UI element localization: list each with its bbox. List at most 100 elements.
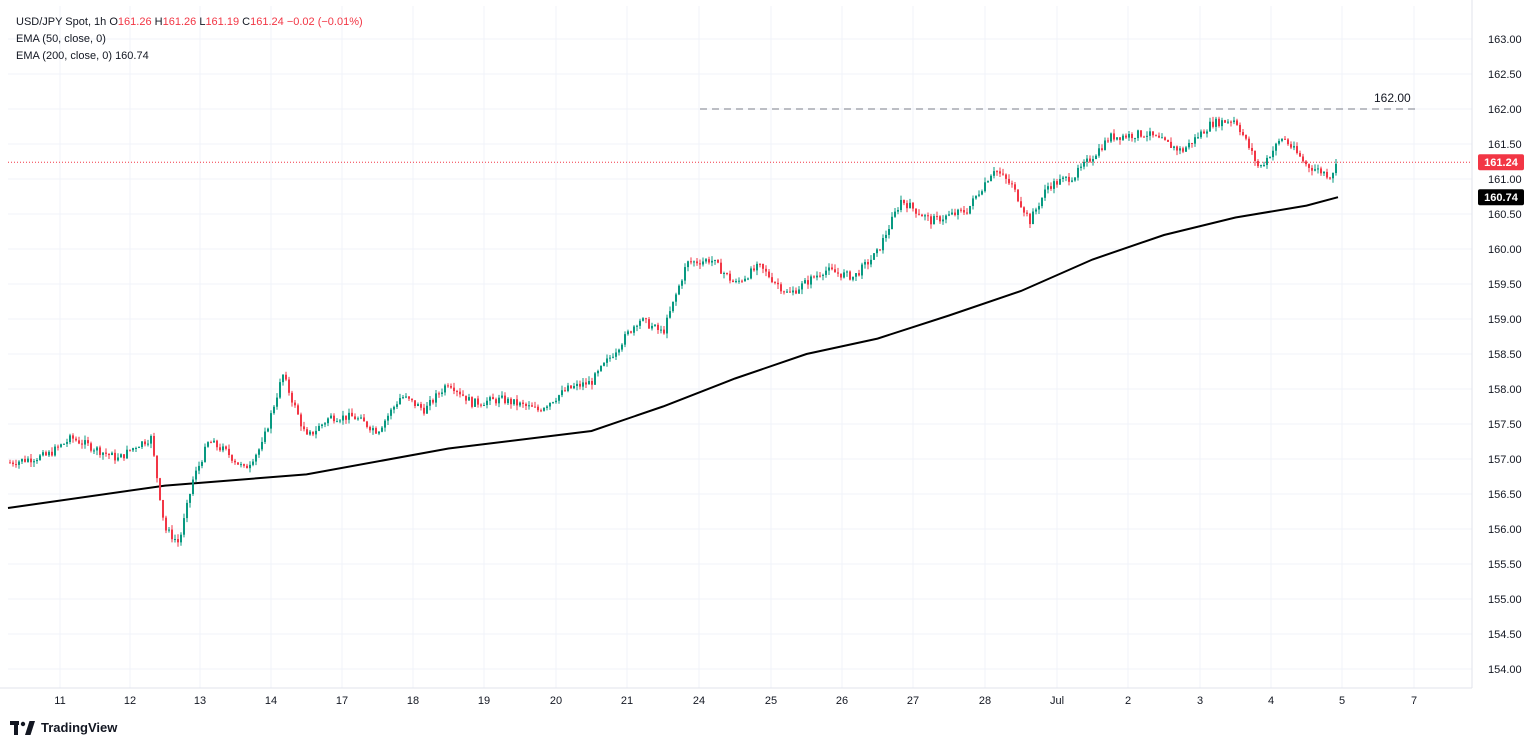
candle-body bbox=[1266, 157, 1268, 165]
last-price-value: 161.24 bbox=[1484, 157, 1519, 169]
candle-body bbox=[543, 407, 545, 411]
candle-body bbox=[315, 430, 317, 435]
candle-body bbox=[708, 259, 710, 263]
price-tick-label: 157.00 bbox=[1488, 454, 1522, 466]
candle-body bbox=[435, 393, 437, 403]
candle-body bbox=[462, 394, 464, 396]
tradingview-brand[interactable]: TradingView bbox=[10, 720, 117, 735]
candle-body bbox=[1092, 158, 1094, 162]
candle-body bbox=[165, 517, 167, 531]
candle-body bbox=[873, 253, 875, 260]
time-tick-label: 21 bbox=[621, 695, 633, 707]
candle-body bbox=[825, 270, 827, 275]
candle-body bbox=[69, 435, 71, 443]
candle-body bbox=[21, 458, 23, 462]
candle-body bbox=[336, 421, 338, 423]
candle-body bbox=[45, 452, 47, 456]
candle-body bbox=[1089, 158, 1091, 162]
candle-body bbox=[249, 464, 251, 469]
candle-body bbox=[117, 457, 119, 461]
candle-body bbox=[651, 325, 653, 329]
candle-body bbox=[1140, 130, 1142, 137]
last-price-badge bbox=[1478, 154, 1524, 171]
candle-body bbox=[1200, 131, 1202, 138]
candle-body bbox=[9, 462, 11, 464]
candle-body bbox=[405, 396, 407, 398]
candle-body bbox=[723, 273, 725, 275]
candle-body bbox=[1314, 169, 1316, 171]
candle-body bbox=[471, 397, 473, 407]
candle-body bbox=[672, 301, 674, 312]
candle-body bbox=[477, 398, 479, 405]
candle-body bbox=[1101, 148, 1103, 150]
candle-body bbox=[948, 214, 950, 216]
legend-ema200: EMA (200, close, 0) bbox=[16, 50, 112, 62]
candle-body bbox=[945, 215, 947, 220]
candle-body bbox=[240, 464, 242, 466]
candle-body bbox=[657, 324, 659, 331]
candle-body bbox=[546, 406, 548, 408]
candle-body bbox=[426, 405, 428, 414]
candle-body bbox=[1263, 164, 1265, 166]
candle-body bbox=[1083, 161, 1085, 167]
candle-body bbox=[219, 447, 221, 451]
candle-body bbox=[552, 402, 554, 404]
candle-body bbox=[369, 426, 371, 431]
price-tick-label: 159.50 bbox=[1488, 279, 1522, 291]
candle-body bbox=[1332, 172, 1334, 179]
candle-body bbox=[864, 262, 866, 265]
candle-body bbox=[270, 413, 272, 429]
candle-body bbox=[978, 194, 980, 196]
candle-body bbox=[699, 263, 701, 265]
candle-body bbox=[129, 449, 131, 451]
candle-body bbox=[18, 461, 20, 465]
candle-body bbox=[1116, 137, 1118, 140]
candle-body bbox=[681, 280, 683, 286]
price-tick-label: 160.00 bbox=[1488, 244, 1522, 256]
candle-body bbox=[765, 268, 767, 272]
candle-body bbox=[705, 259, 707, 262]
candle-body bbox=[333, 415, 335, 422]
candle-body bbox=[1104, 140, 1106, 150]
candle-body bbox=[768, 271, 770, 278]
candle-body bbox=[498, 397, 500, 404]
candle-body bbox=[663, 329, 665, 334]
candle-body bbox=[1248, 138, 1250, 148]
price-tick-label: 162.00 bbox=[1488, 104, 1522, 116]
candle-body bbox=[396, 404, 398, 407]
legend-ema50-row: EMA (50, close, 0) bbox=[16, 31, 363, 48]
candle-body bbox=[645, 318, 647, 320]
candle-body bbox=[762, 263, 764, 269]
candle-body bbox=[810, 276, 812, 285]
candle-body bbox=[144, 441, 146, 445]
candle-body bbox=[624, 334, 626, 345]
candle-body bbox=[1329, 177, 1331, 179]
candles-layer bbox=[9, 116, 1337, 547]
candle-body bbox=[537, 406, 539, 411]
candle-body bbox=[468, 397, 470, 401]
candle-body bbox=[756, 263, 758, 271]
candle-body bbox=[204, 446, 206, 462]
candle-body bbox=[75, 438, 77, 441]
candle-body bbox=[1047, 186, 1049, 190]
candle-body bbox=[1122, 135, 1124, 140]
candle-body bbox=[780, 284, 782, 292]
candle-body bbox=[507, 398, 509, 404]
candle-body bbox=[168, 529, 170, 531]
candle-body bbox=[459, 391, 461, 395]
candle-body bbox=[1218, 118, 1220, 127]
candle-body bbox=[579, 383, 581, 387]
candle-body bbox=[987, 181, 989, 183]
ema-200-layer bbox=[7, 196, 1339, 509]
candle-body bbox=[87, 440, 89, 444]
candle-body bbox=[186, 502, 188, 519]
time-axis: 11 12 13 14 17 18 19 20 21 24 25 26 27 28 Jul 2 3 4 5 7 bbox=[0, 687, 1472, 707]
candle-body bbox=[1293, 146, 1295, 148]
price-tick-label: 162.50 bbox=[1488, 69, 1522, 81]
candle-body bbox=[282, 374, 284, 383]
time-tick-label: 12 bbox=[124, 695, 136, 707]
candle-body bbox=[96, 447, 98, 451]
candle-body bbox=[1125, 135, 1127, 138]
